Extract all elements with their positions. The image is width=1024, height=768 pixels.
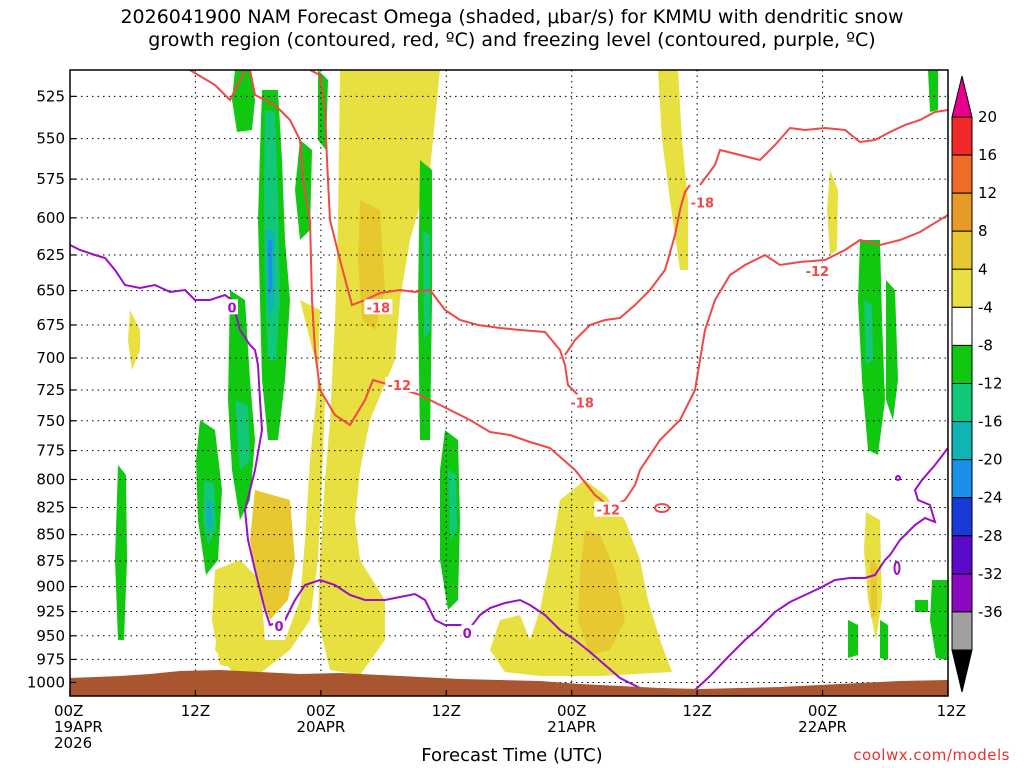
colorbar-label: -28 [978,527,1003,545]
x-tick-date: 20APR [296,718,345,736]
colorbar-swatch [951,344,973,384]
x-tick-label: 00Z [557,702,586,720]
grid-lines [70,70,948,696]
contour-label-bg [385,376,414,392]
y-tick-label: 750 [36,412,65,430]
title-line-1: 2026041900 NAM Forecast Omega (shaded, μ… [120,6,904,28]
colorbar: 20 16 12 8 4 -4 -8 -12 -16 -20 -24 -28 -32 -36 [951,75,1003,693]
colorbar-label: -36 [978,603,1003,621]
x-tick-label: 12Z [432,702,461,720]
y-tick-label: 725 [36,381,65,399]
contour-label: -12 [597,504,621,519]
contour-label-bg [364,299,393,315]
y-tick-label: 775 [36,442,65,460]
colorbar-label: -12 [978,375,1003,393]
contour-label: 0 [227,301,236,316]
x-tick-date: 21APR [547,718,596,736]
x-tick-label: 12Z [181,702,210,720]
x-tick-label: 00Z [54,702,83,720]
y-tick-label: 1000 [27,673,65,691]
y-tick-label: 625 [36,246,65,264]
colorbar-label: -20 [978,451,1003,469]
y-tick-label: 925 [36,603,65,621]
colorbar-swatch [951,535,973,575]
colorbar-label: 20 [978,108,997,126]
y-tick-label: 800 [36,470,65,488]
plot-area [70,70,948,696]
contour-label-bg [688,194,717,210]
colorbar-bottom-arrow [951,649,973,693]
colorbar-swatch [951,459,973,499]
contour-label-bg [803,262,832,278]
plot-frame [69,69,949,697]
y-tick-label: 675 [36,316,65,334]
chart-title: 2026041900 NAM Forecast Omega (shaded, μ… [0,6,1024,52]
y-axis: 525 550 575 600 625 650 675 700 725 750 775 800 825 8… [27,87,76,691]
contour-label: 0 [463,627,472,642]
y-tick-label: 600 [36,209,65,227]
contour-label-bg [594,501,623,517]
contour-label: -18 [367,301,391,316]
y-tick-label: 700 [36,349,65,367]
colorbar-swatch [951,383,973,423]
x-tick-label: 00Z [306,702,335,720]
colorbar-label: 8 [978,222,988,240]
x-tick-year: 2026 [54,734,92,752]
y-tick-label: 875 [36,552,65,570]
colorbar-swatch [951,611,973,651]
colorbar-label: -32 [978,565,1003,583]
contour-label: -12 [388,379,412,394]
colorbar-label: 4 [978,260,988,278]
colorbar-swatch [951,573,973,613]
contour-label-bg [226,299,239,315]
colorbar-swatch [951,154,973,194]
colorbar-label: -8 [978,336,993,354]
colorbar-label: -16 [978,413,1003,431]
contour-label: -12 [806,265,830,280]
terrain-surface [70,670,948,696]
contour-label-bg [568,394,597,410]
contour-label: 0 [275,620,284,635]
y-tick-label: 525 [36,87,65,105]
colorbar-swatch [951,192,973,232]
x-tick-label: 12Z [937,702,966,720]
x-tick-date: 22APR [798,718,847,736]
y-tick-label: 850 [36,526,65,544]
colorbar-label: -24 [978,489,1003,507]
colorbar-swatch [951,268,973,308]
y-tick-label: 900 [36,578,65,596]
colorbar-swatch [951,421,973,461]
contour-label: -18 [570,396,594,411]
y-tick-label: 825 [36,498,65,516]
contour-label: -18 [691,197,715,212]
title-line-2: growth region (contoured, red, ºC) and f… [148,29,876,51]
colorbar-top-arrow [951,75,973,118]
colorbar-swatch [951,306,973,346]
x-tick-date: 19APR [54,718,103,736]
colorbar-swatch [951,497,973,537]
colorbar-swatch [951,230,973,270]
colorbar-label: 16 [978,146,997,164]
colorbar-label: -4 [978,298,993,316]
snow-growth-contours [189,70,948,513]
credit-link[interactable]: coolwx.com/models [853,746,1010,764]
contour-labels: -18 -12 -18 -12 -18 -12 0 0 0 [226,194,832,642]
y-tick-label: 550 [36,130,65,148]
colorbar-label: 12 [978,184,997,202]
x-tick-label: 00Z [808,702,837,720]
colorbar-swatch [951,116,973,156]
x-axis-title: Forecast Time (UTC) [421,745,603,766]
y-tick-label: 975 [36,650,65,668]
y-tick-label: 950 [36,627,65,645]
contour-label-bg [461,624,474,640]
x-tick-label: 12Z [682,702,711,720]
contour-label-bg [273,618,286,634]
y-tick-label: 650 [36,282,65,300]
y-tick-label: 575 [36,170,65,188]
